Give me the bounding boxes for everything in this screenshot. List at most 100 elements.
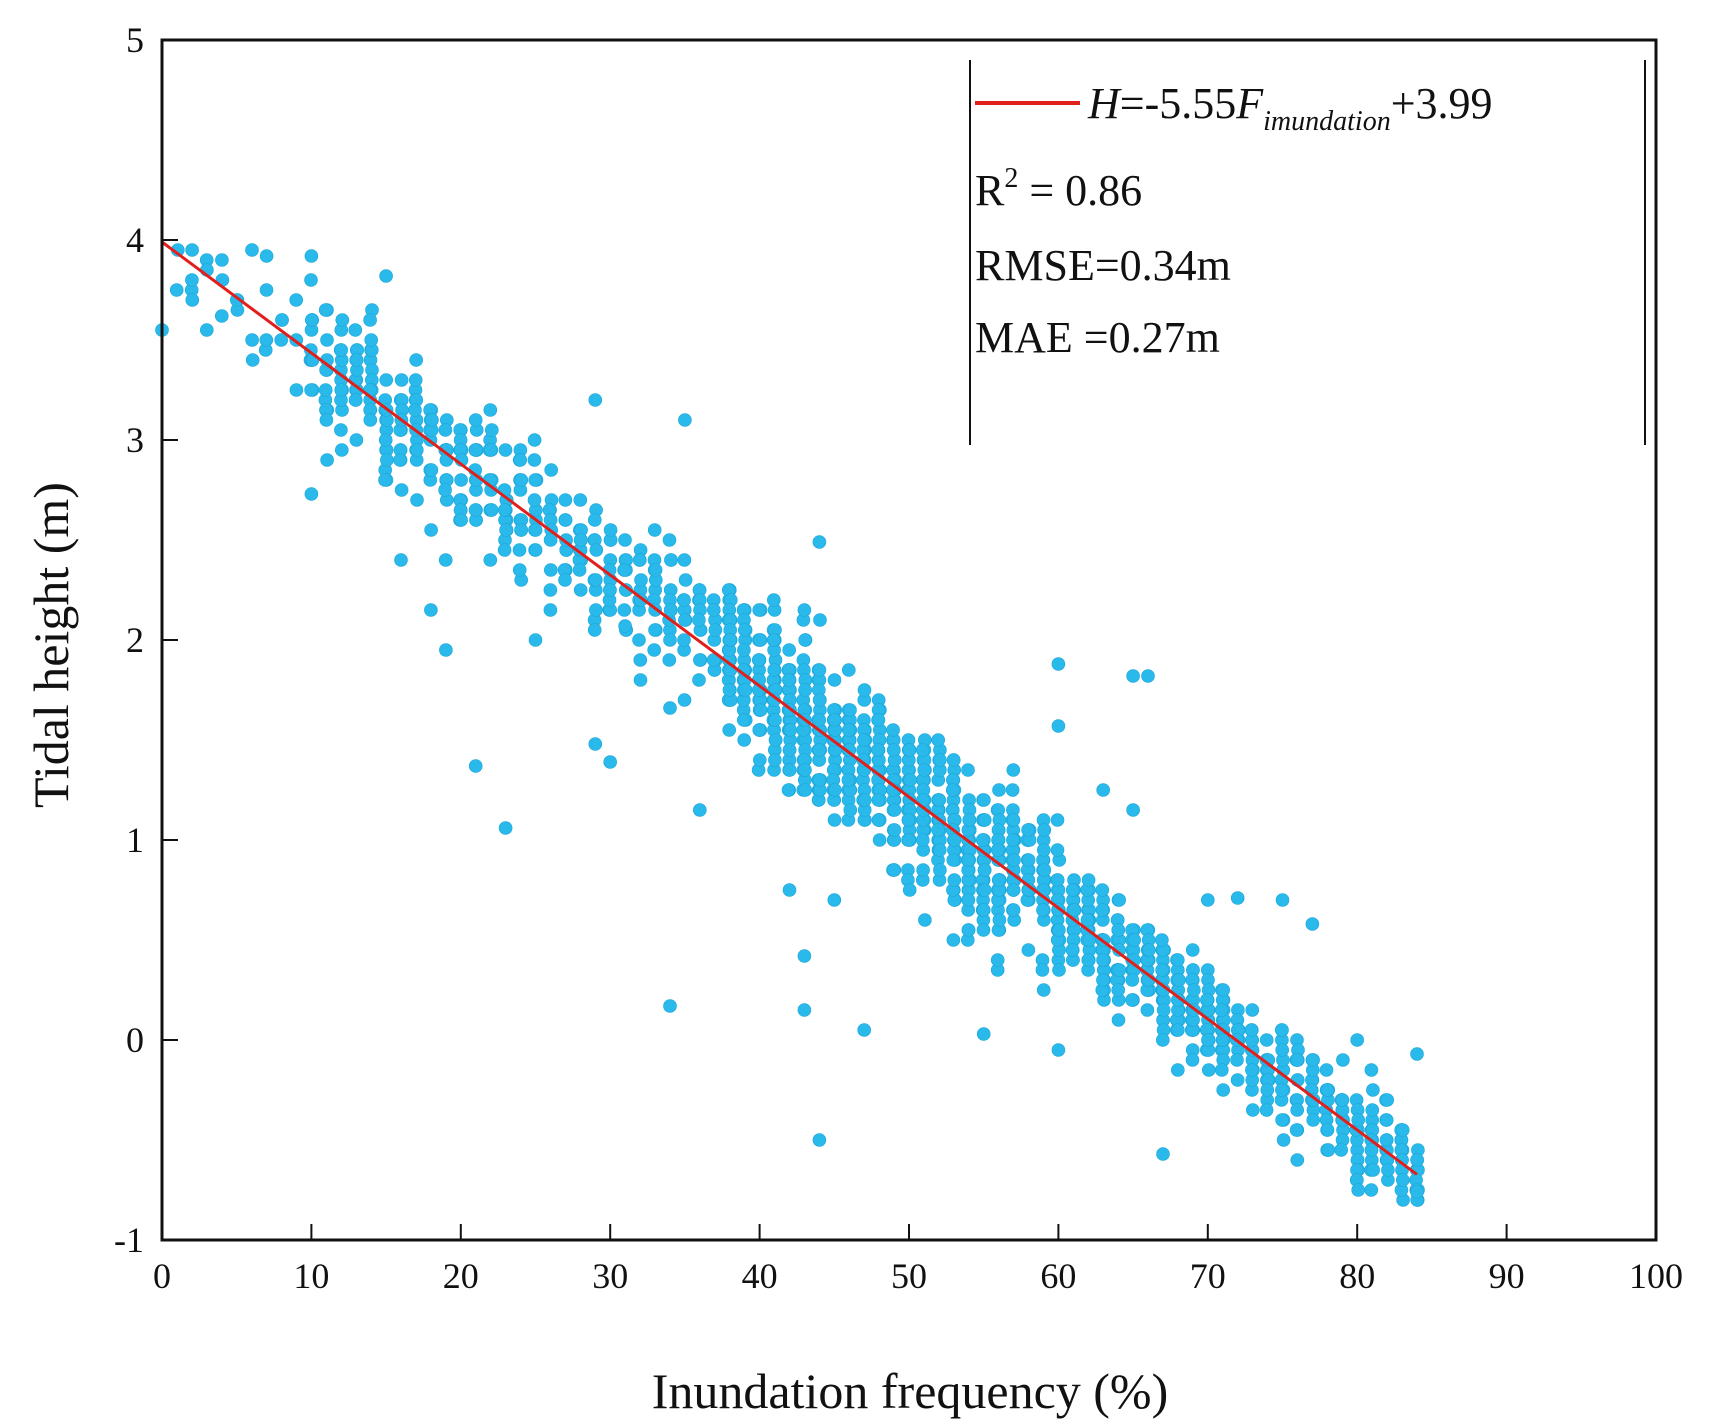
data-point <box>408 373 423 387</box>
data-point <box>1126 669 1140 683</box>
data-point <box>1111 1013 1126 1027</box>
data-point <box>1319 1063 1334 1077</box>
data-point <box>871 793 886 807</box>
data-point <box>1080 913 1095 927</box>
data-point <box>497 503 512 517</box>
data-point <box>1156 1003 1171 1017</box>
data-point <box>1036 983 1051 997</box>
data-point <box>634 573 648 587</box>
data-point <box>975 833 990 847</box>
data-point <box>1275 893 1290 907</box>
data-point <box>1245 1063 1259 1077</box>
data-point <box>976 903 991 917</box>
data-point <box>215 253 229 267</box>
data-point <box>1230 1053 1244 1067</box>
data-point <box>1126 803 1140 817</box>
data-point <box>1065 883 1080 897</box>
data-point <box>902 743 917 757</box>
data-point <box>1379 1113 1394 1127</box>
data-point <box>886 743 901 757</box>
data-point <box>677 693 692 707</box>
y-tick-label: 0 <box>126 1020 144 1060</box>
data-point <box>1006 763 1021 777</box>
data-point <box>1111 923 1126 937</box>
y-tick-label: 1 <box>126 820 144 860</box>
data-point <box>1350 1033 1364 1047</box>
data-point <box>454 473 468 487</box>
data-point <box>1095 903 1110 917</box>
data-point <box>633 653 648 667</box>
data-point <box>1289 1123 1304 1137</box>
data-point <box>768 733 783 747</box>
data-point <box>379 373 394 387</box>
data-point <box>259 283 274 297</box>
data-point <box>1290 1103 1304 1117</box>
data-point <box>1125 993 1139 1007</box>
data-point <box>185 293 200 307</box>
data-point <box>424 603 438 617</box>
data-point <box>752 653 766 667</box>
data-point <box>977 813 992 827</box>
data-point <box>468 503 483 517</box>
data-point <box>827 813 842 827</box>
data-point <box>1111 983 1125 997</box>
data-point <box>1007 853 1021 867</box>
data-point <box>588 737 603 751</box>
data-point <box>1366 1083 1380 1097</box>
data-point <box>438 423 453 437</box>
data-point <box>603 523 618 537</box>
data-point <box>468 413 483 427</box>
x-tick-label: 90 <box>1489 1256 1525 1296</box>
data-point <box>363 313 377 327</box>
data-point <box>379 269 393 283</box>
data-point <box>558 513 573 527</box>
data-point <box>1305 1053 1320 1067</box>
data-point <box>1290 1053 1304 1067</box>
data-point <box>1202 1063 1216 1077</box>
data-point <box>245 243 259 257</box>
data-point <box>335 313 350 327</box>
data-point <box>992 913 1007 927</box>
data-point <box>1260 1083 1275 1097</box>
y-tick-label: 3 <box>126 420 144 460</box>
y-tick-label: 2 <box>126 620 144 660</box>
data-point <box>1216 1083 1230 1097</box>
data-point <box>1081 873 1096 887</box>
data-point <box>185 273 199 287</box>
data-point <box>378 433 393 447</box>
data-point <box>318 383 333 397</box>
data-point <box>543 563 558 577</box>
data-point <box>827 673 842 687</box>
data-point <box>1410 1047 1424 1061</box>
data-point <box>1142 943 1156 957</box>
data-point <box>245 333 259 347</box>
y-axis-label: Tidal height (m) <box>23 482 79 808</box>
data-point <box>663 633 677 647</box>
data-point <box>677 633 691 647</box>
data-point <box>483 403 498 417</box>
data-point <box>782 643 797 657</box>
data-point <box>587 513 602 527</box>
data-point <box>947 833 962 847</box>
data-point <box>737 733 752 747</box>
data-point <box>410 493 424 507</box>
data-point <box>887 863 901 877</box>
data-point <box>1096 973 1110 987</box>
data-point <box>1096 783 1110 797</box>
data-point <box>558 493 573 507</box>
data-point <box>1351 1113 1365 1127</box>
data-point <box>1396 1173 1410 1187</box>
data-point <box>962 813 977 827</box>
data-point <box>497 543 512 557</box>
data-point <box>1171 1023 1185 1037</box>
data-point <box>587 623 602 637</box>
data-point <box>708 623 723 637</box>
data-point <box>1336 1053 1350 1067</box>
data-point <box>454 513 468 527</box>
data-point <box>528 633 543 647</box>
data-point <box>348 323 363 337</box>
data-point <box>977 883 992 897</box>
data-point <box>857 733 871 747</box>
data-point <box>289 383 304 397</box>
data-point <box>1320 1123 1335 1137</box>
